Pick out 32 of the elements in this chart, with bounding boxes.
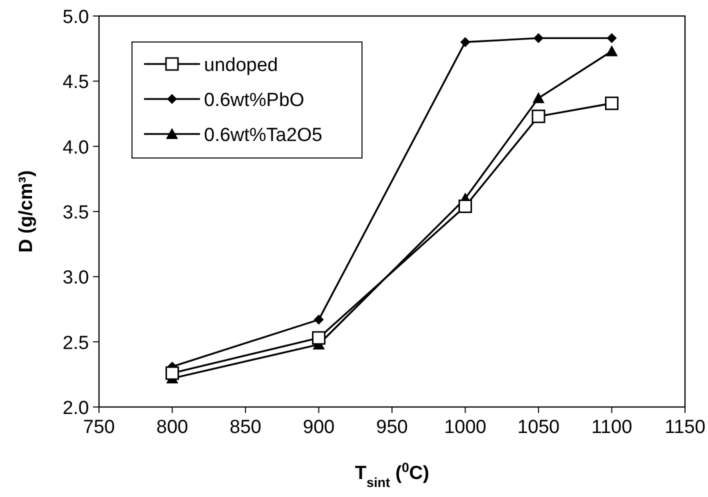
y-tick-label: 4.5 [62,72,89,94]
x-tick-label: 850 [230,417,262,438]
legend-label: 0.6wt%PbO [204,90,304,111]
point [534,33,544,44]
y-axis-title: D (g/cm³) [16,170,37,253]
point [312,331,326,345]
x-tick-label: 1000 [444,417,486,438]
x-tick-label: 750 [83,417,115,438]
point [460,37,470,48]
legend-label: undoped [204,55,278,76]
point [532,110,546,124]
x-axis-title: T$_{sint}$ ($^{0}$C) [354,460,430,490]
point [605,96,618,110]
x-tick-label: 1100 [591,417,632,438]
y-tick-label: 4.0 [62,137,89,158]
point [606,45,618,56]
x-tick-label: 1150 [664,417,706,438]
y-tick-label: 5.0 [62,7,89,28]
point [166,366,179,380]
point [458,200,472,214]
x-tick-label: 900 [302,417,335,438]
point [314,314,324,325]
legend-label: 0.6wt%Ta2O5 [204,125,322,146]
y-tick-label: 2.0 [62,398,89,419]
x-tick-label: 800 [156,417,188,438]
y-tick-label: 3.5 [62,202,89,224]
y-tick-label: 3.0 [62,268,89,289]
x-tick-label: 1050 [517,417,560,438]
x-tick-label: 950 [376,417,408,438]
point [532,92,544,104]
y-tick-label: 2.5 [62,332,89,354]
point [606,33,617,44]
